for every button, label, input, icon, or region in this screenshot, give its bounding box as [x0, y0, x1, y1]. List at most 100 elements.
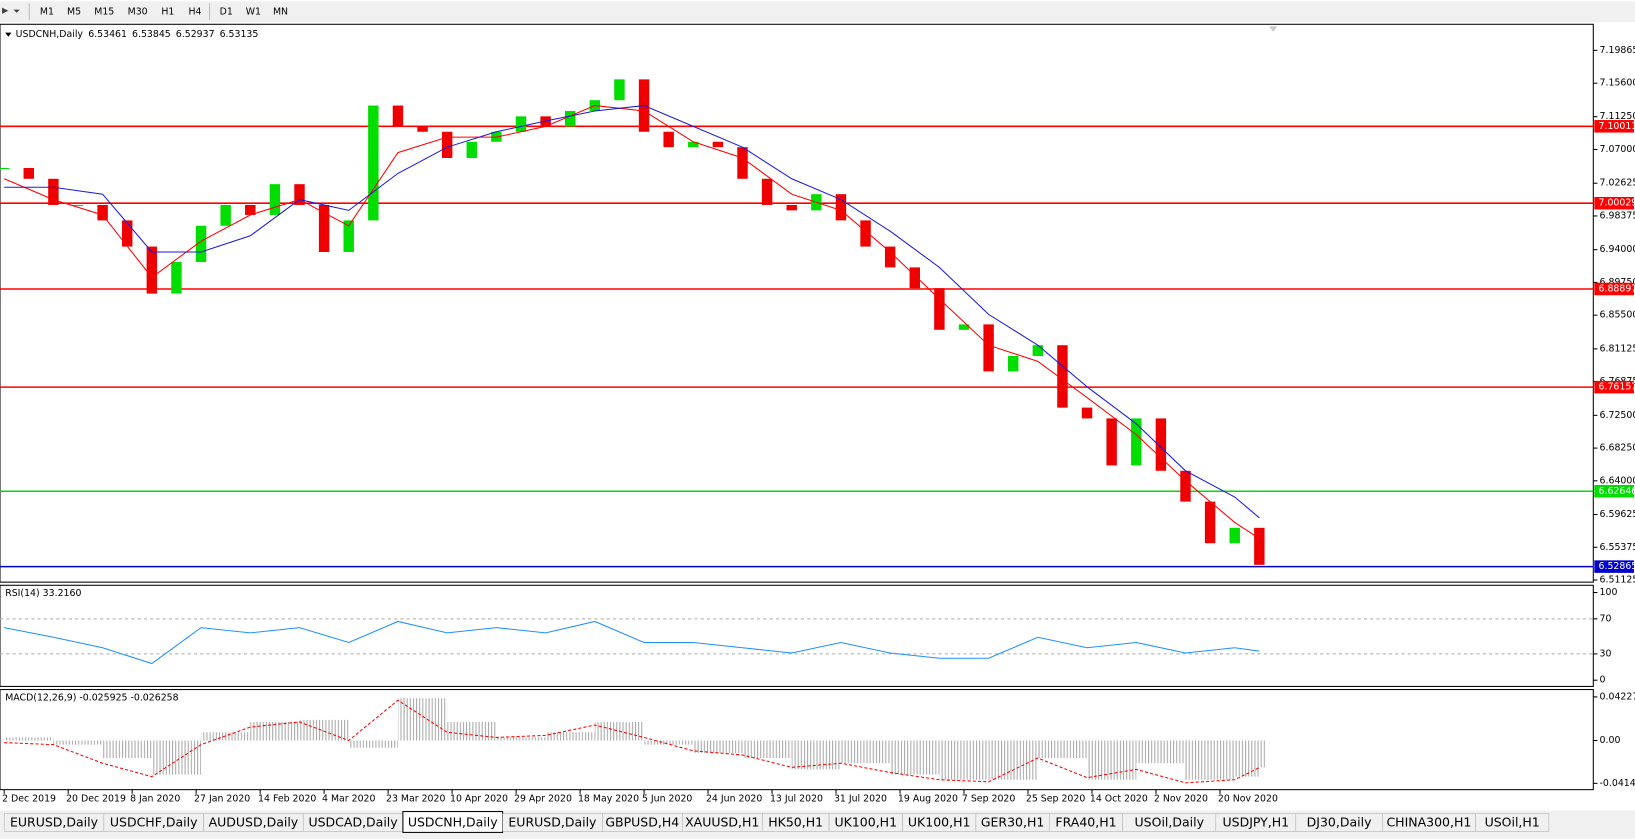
candle-body — [1204, 501, 1216, 544]
symbol-tab[interactable]: GER30,H1 — [975, 813, 1050, 832]
price-tick-label: 6.94000 — [1600, 244, 1635, 255]
timeframe-label: M5 — [67, 6, 81, 17]
macd-histogram — [988, 740, 1038, 780]
candle-body — [860, 220, 871, 247]
timeframe-button[interactable]: M30 — [128, 6, 148, 17]
candle-body — [1106, 418, 1117, 466]
candle-body — [515, 116, 527, 132]
timeframe-button[interactable]: H4 — [188, 6, 201, 17]
candle-body — [245, 204, 256, 215]
candle-body — [565, 110, 576, 127]
symbol-tab[interactable]: GBPUSD,H4 — [602, 813, 683, 832]
symbol-tab[interactable]: CHINA300,H1 — [1382, 813, 1476, 832]
tab-frame — [1475, 813, 1550, 832]
symbol-tab[interactable]: XAUUSD,H1 — [681, 813, 763, 832]
candle-body — [761, 178, 773, 205]
level-label: 6.76157 — [1599, 382, 1635, 393]
candle-body — [146, 246, 158, 294]
candle-body — [23, 167, 34, 179]
candle-body — [122, 220, 133, 247]
timeframe-button[interactable]: W1 — [246, 6, 261, 17]
price-tick-label: 7.02625 — [1600, 178, 1635, 189]
macd-histogram — [447, 721, 497, 741]
candle-body — [737, 147, 748, 179]
timeframe-button[interactable]: M1 — [40, 6, 54, 17]
candle-body — [0, 167, 10, 170]
time-tick-label: 29 Apr 2020 — [514, 794, 572, 805]
macd-histogram — [840, 740, 891, 764]
tab-label: DJ30,Daily — [1307, 815, 1372, 830]
symbol-tab[interactable]: HK50,H1 — [761, 813, 830, 832]
timeframe-label: D1 — [220, 6, 233, 17]
timeframe-button[interactable]: M15 — [94, 6, 114, 17]
timeframe-button[interactable]: D1 — [209, 3, 233, 21]
macd-histogram — [791, 740, 841, 770]
timeframe-label: M15 — [94, 6, 114, 17]
rsi-label: RSI(14) 33.2160 — [5, 588, 81, 599]
layer: M1 M5 M15 M30 H1 H4 D1 W1 MN USDCNH,Daily 6.53461 6… — [0, 3, 1635, 833]
macd-histogram — [299, 719, 349, 741]
time-tick-label: 2 Nov 2020 — [1154, 794, 1208, 805]
candle-body — [220, 204, 231, 226]
symbol-tab[interactable]: USOil,H1 — [1475, 813, 1550, 832]
tab-label: USOil,Daily — [1135, 815, 1205, 830]
time-tick-label: 2 Dec 2019 — [2, 794, 56, 805]
timeframe-label: H4 — [188, 6, 201, 17]
candle-body — [48, 178, 59, 205]
candle-body — [934, 288, 945, 330]
timeframe-label: M1 — [40, 6, 54, 17]
chart-symbol: USDCNH,Daily — [16, 29, 84, 40]
timeframe-button[interactable]: MN — [273, 6, 288, 17]
rsi-line — [4, 620, 1260, 665]
candle-body — [786, 204, 797, 211]
tab-label: GBPUSD,H4 — [605, 815, 679, 830]
time-tick-label: 13 Jul 2020 — [770, 794, 823, 805]
time-tick-label: 5 Jun 2020 — [642, 794, 692, 805]
price-tick-label: 7.19865 — [1600, 45, 1635, 56]
symbol-tab[interactable]: USOil,Daily — [1122, 813, 1217, 832]
symbol-tab[interactable]: DJ30,Daily — [1295, 813, 1383, 832]
candle-body — [1131, 418, 1142, 466]
macd-tick-label: 0.00 — [1600, 735, 1621, 746]
price-tick-label: 6.51125 — [1600, 575, 1635, 586]
time-tick-label: 20 Dec 2019 — [66, 794, 126, 805]
candle-body — [392, 105, 404, 127]
candle-body — [1008, 355, 1019, 372]
symbol-tab[interactable]: FRA40,H1 — [1049, 813, 1123, 832]
symbol-tab[interactable]: AUDUSD,Daily — [203, 813, 304, 832]
price-tick-label: 6.85500 — [1600, 310, 1635, 321]
rsi-tick-label: 100 — [1600, 587, 1618, 598]
macd-histogram — [53, 740, 103, 745]
price-tick-label: 6.68250 — [1600, 443, 1635, 454]
timeframe-button[interactable]: H1 — [161, 6, 174, 17]
time-tick-label: 7 Sep 2020 — [962, 794, 1015, 805]
candle-body — [909, 267, 920, 289]
timeframe-button[interactable]: M5 — [67, 6, 81, 17]
price-tick-label: 6.72500 — [1600, 410, 1635, 421]
symbol-tab[interactable]: USDCNH,Daily — [402, 811, 504, 833]
macd-histogram — [1136, 740, 1186, 764]
symbol-tab[interactable]: EURUSD,Daily — [3, 813, 105, 832]
price-tick-label: 7.11250 — [1600, 111, 1635, 122]
macd-histogram — [693, 740, 743, 753]
candle-body — [269, 184, 281, 215]
symbol-tab[interactable]: UK100,H1 — [828, 813, 903, 832]
symbol-tab[interactable]: EURUSD,Daily — [502, 813, 603, 832]
symbol-tab[interactable]: USDCHF,Daily — [103, 813, 204, 832]
time-tick-label: 14 Oct 2020 — [1090, 794, 1148, 805]
symbol-tab[interactable]: UK100,H1 — [902, 813, 977, 832]
macd-histogram — [1185, 740, 1235, 780]
tab-label: UK100,H1 — [908, 815, 971, 830]
candle-body — [663, 131, 674, 148]
price-tick-label: 6.55375 — [1600, 542, 1635, 553]
macd-tick-label: -0.04148 — [1600, 778, 1635, 789]
symbol-tab[interactable]: USDCAD,Daily — [302, 813, 404, 832]
candle-body — [368, 105, 379, 221]
time-tick-label: 10 Apr 2020 — [450, 794, 508, 805]
price-tick-label: 7.15600 — [1600, 78, 1635, 89]
symbol-tab[interactable]: USDJPY,H1 — [1215, 813, 1297, 832]
timeframe-label: H1 — [161, 6, 174, 17]
level-tag — [1594, 484, 1634, 498]
macd-histogram — [348, 740, 398, 748]
